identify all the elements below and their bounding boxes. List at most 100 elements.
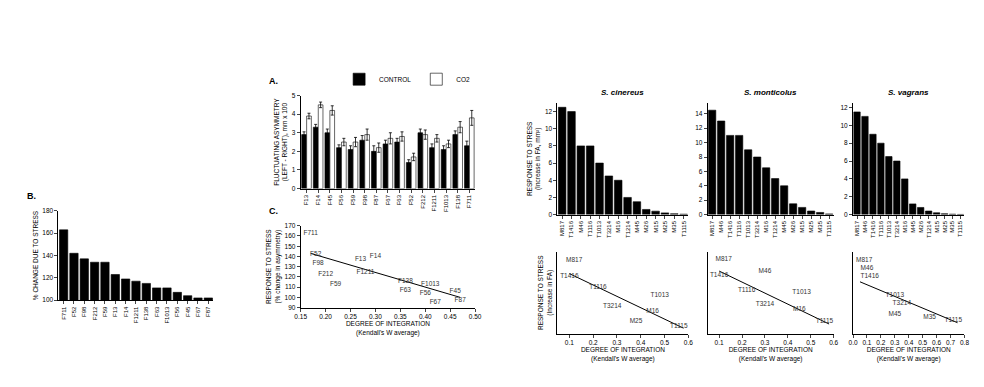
svg-text:T1416: T1416 [727,220,733,238]
svg-text:M817: M817 [709,220,715,236]
svg-text:2: 2 [549,194,553,201]
svg-text:5: 5 [292,92,296,99]
svg-text:T1116: T1116 [589,283,607,290]
svg-text:M16: M16 [902,220,908,232]
svg-text:T1116: T1116 [736,220,742,237]
svg-text:F212: F212 [420,194,426,208]
svg-text:6: 6 [549,159,553,166]
svg-text:F711: F711 [61,306,67,320]
svg-text:T1416: T1416 [710,271,729,278]
svg-text:0.8: 0.8 [960,339,969,346]
svg-text:F52: F52 [310,250,322,257]
svg-text:0.3: 0.3 [760,339,769,346]
svg-text:M817: M817 [716,255,733,262]
svg-text:12: 12 [545,108,553,115]
svg-text:8: 8 [699,153,703,160]
svg-text:T1115: T1115 [816,317,834,324]
svg-text:4: 4 [549,177,553,184]
svg-text:CO2: CO2 [456,76,470,83]
svg-text:T3214: T3214 [893,299,912,306]
svg-text:M46: M46 [578,220,584,232]
svg-text:0.35: 0.35 [394,313,407,320]
svg-text:T3214: T3214 [606,220,612,238]
svg-text:F67: F67 [430,298,442,305]
svg-text:0.15: 0.15 [294,313,307,320]
svg-text:0: 0 [844,211,848,218]
svg-text:0.6: 0.6 [829,339,838,346]
svg-text:12: 12 [695,124,703,131]
svg-text:F1211: F1211 [431,194,437,211]
svg-text:130: 130 [285,263,296,270]
svg-text:0.1: 0.1 [862,339,871,346]
svg-text:T1116: T1116 [878,220,884,237]
svg-text:0.5: 0.5 [806,339,815,346]
svg-text:T1416: T1416 [560,272,579,279]
svg-text:T1115: T1115 [681,220,687,237]
svg-text:0.5: 0.5 [918,339,927,346]
svg-text:F63: F63 [396,194,402,205]
svg-text:M45: M45 [910,220,916,232]
svg-text:F13: F13 [355,255,367,262]
svg-text:M15: M15 [934,220,940,232]
svg-text:0.4: 0.4 [636,339,645,346]
svg-text:0.4: 0.4 [904,339,913,346]
svg-text:6: 6 [844,157,848,164]
svg-text:2: 2 [292,148,296,155]
svg-text:F63: F63 [400,286,412,293]
svg-text:0.50: 0.50 [469,313,482,320]
svg-text:F56: F56 [174,306,180,317]
svg-text:F14: F14 [123,306,129,317]
svg-text:F59: F59 [102,306,108,317]
svg-text:M25: M25 [630,317,643,324]
svg-text:4: 4 [292,110,296,117]
svg-text:F98: F98 [362,194,368,205]
svg-text:140: 140 [285,253,296,260]
svg-text:T3214: T3214 [756,300,775,307]
svg-text:F13: F13 [303,194,309,205]
svg-text:F138: F138 [398,277,413,284]
svg-text:M46: M46 [759,267,772,274]
svg-text:F98: F98 [81,306,87,317]
svg-text:2: 2 [844,193,848,200]
svg-text:DEGREE OF INTEGRATION(Kendall': DEGREE OF INTEGRATION(Kendall's W averag… [867,346,951,362]
svg-text:M817: M817 [854,220,860,236]
svg-text:12: 12 [840,104,848,111]
svg-text:0.3: 0.3 [890,339,899,346]
svg-text:F59: F59 [330,280,342,287]
svg-text:M16: M16 [646,307,659,314]
svg-text:10: 10 [840,122,848,129]
svg-text:0.30: 0.30 [369,313,382,320]
svg-text:T1013: T1013 [886,291,905,298]
svg-text:M817: M817 [559,220,565,236]
svg-text:F56: F56 [338,194,344,205]
svg-text:F45: F45 [327,194,333,205]
svg-text:F52: F52 [71,306,77,317]
svg-text:F45: F45 [185,306,191,317]
svg-text:S. cinereus: S. cinereus [601,88,644,97]
svg-text:M817: M817 [566,256,583,263]
svg-text:10: 10 [545,125,553,132]
svg-text:T1013: T1013 [596,220,602,238]
svg-text:M46: M46 [861,264,874,271]
svg-text:T1116: T1116 [738,286,756,293]
svg-text:90: 90 [288,304,296,311]
svg-text:M45: M45 [888,310,901,317]
svg-text:0: 0 [699,211,703,218]
svg-text:F98: F98 [313,259,325,266]
svg-text:0.0: 0.0 [849,339,858,346]
svg-text:0.5: 0.5 [660,339,669,346]
svg-text:M46: M46 [718,220,724,232]
svg-text:B.: B. [27,191,36,201]
svg-text:M45: M45 [781,220,787,232]
svg-text:T1214: T1214 [625,220,631,238]
svg-text:CONTROL: CONTROL [379,76,411,83]
svg-text:DEGREE OF INTEGRATION(Kendall': DEGREE OF INTEGRATION(Kendall's W averag… [346,320,430,336]
svg-text:M817: M817 [856,256,873,263]
svg-text:110: 110 [285,283,296,290]
svg-text:0.3: 0.3 [612,339,621,346]
svg-text:140: 140 [42,252,53,259]
svg-text:160: 160 [285,232,296,239]
svg-text:M16: M16 [793,305,806,312]
svg-text:F14: F14 [370,252,382,259]
svg-text:4: 4 [844,175,848,182]
